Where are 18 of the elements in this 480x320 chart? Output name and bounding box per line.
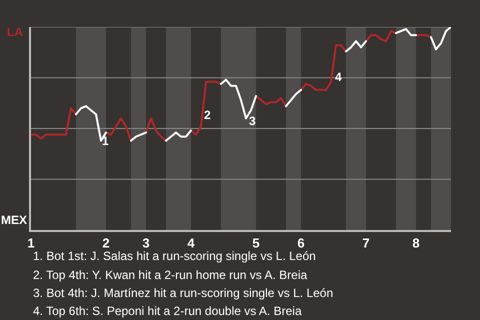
x-tick-label: 4: [187, 235, 196, 250]
annotation: 2: [204, 108, 211, 122]
x-tick-label: 7: [362, 235, 370, 250]
text: MEX: [1, 213, 28, 227]
x-tick-label: 6: [297, 235, 305, 250]
x-tick-label: 1: [27, 235, 35, 250]
x-tick-label: 3: [142, 235, 150, 250]
x-tick-label: 8: [412, 235, 420, 250]
annotation: 4: [335, 70, 342, 84]
x-tick-label: 5: [252, 235, 260, 250]
annotation: 3: [249, 114, 256, 128]
text: LA: [7, 25, 24, 39]
text: 2. Top 4th: Y. Kwan hit a 2-run home run vs A. Breia: [33, 268, 308, 282]
annotation: 1: [102, 134, 109, 148]
text: 1. Bot 1st: J. Salas hit a run-scoring single vs L. León: [33, 249, 316, 263]
text: 4. Top 6th: S. Peponi hit a 2-run double vs A. Breia: [33, 304, 302, 318]
text: 3. Bot 4th: J. Martínez hit a run-scoring single vs L. León: [33, 286, 334, 300]
x-tick-label: 2: [102, 235, 110, 250]
